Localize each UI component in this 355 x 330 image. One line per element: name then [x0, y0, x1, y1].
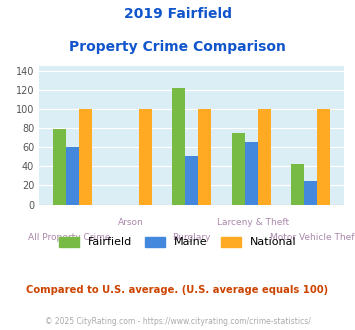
Text: Burglary: Burglary [173, 233, 211, 242]
Bar [258, 109, 271, 205]
Text: All Property Crime: All Property Crime [28, 233, 111, 242]
Text: Motor Vehicle Theft: Motor Vehicle Theft [270, 233, 355, 242]
Bar [172, 88, 185, 205]
Bar [291, 164, 304, 205]
Text: Arson: Arson [118, 218, 143, 227]
Text: Larceny & Theft: Larceny & Theft [217, 218, 289, 227]
Text: Compared to U.S. average. (U.S. average equals 100): Compared to U.S. average. (U.S. average … [26, 285, 329, 295]
Bar [317, 109, 331, 205]
Text: 2019 Fairfield: 2019 Fairfield [124, 7, 231, 20]
Bar [185, 156, 198, 205]
Bar [139, 109, 152, 205]
Legend: Fairfield, Maine, National: Fairfield, Maine, National [54, 232, 301, 252]
Text: © 2025 CityRating.com - https://www.cityrating.com/crime-statistics/: © 2025 CityRating.com - https://www.city… [45, 317, 310, 326]
Bar [53, 129, 66, 205]
Bar [231, 133, 245, 205]
Text: Property Crime Comparison: Property Crime Comparison [69, 40, 286, 53]
Bar [304, 181, 317, 205]
Bar [79, 109, 92, 205]
Bar [66, 147, 79, 205]
Bar [245, 143, 258, 205]
Bar [198, 109, 211, 205]
